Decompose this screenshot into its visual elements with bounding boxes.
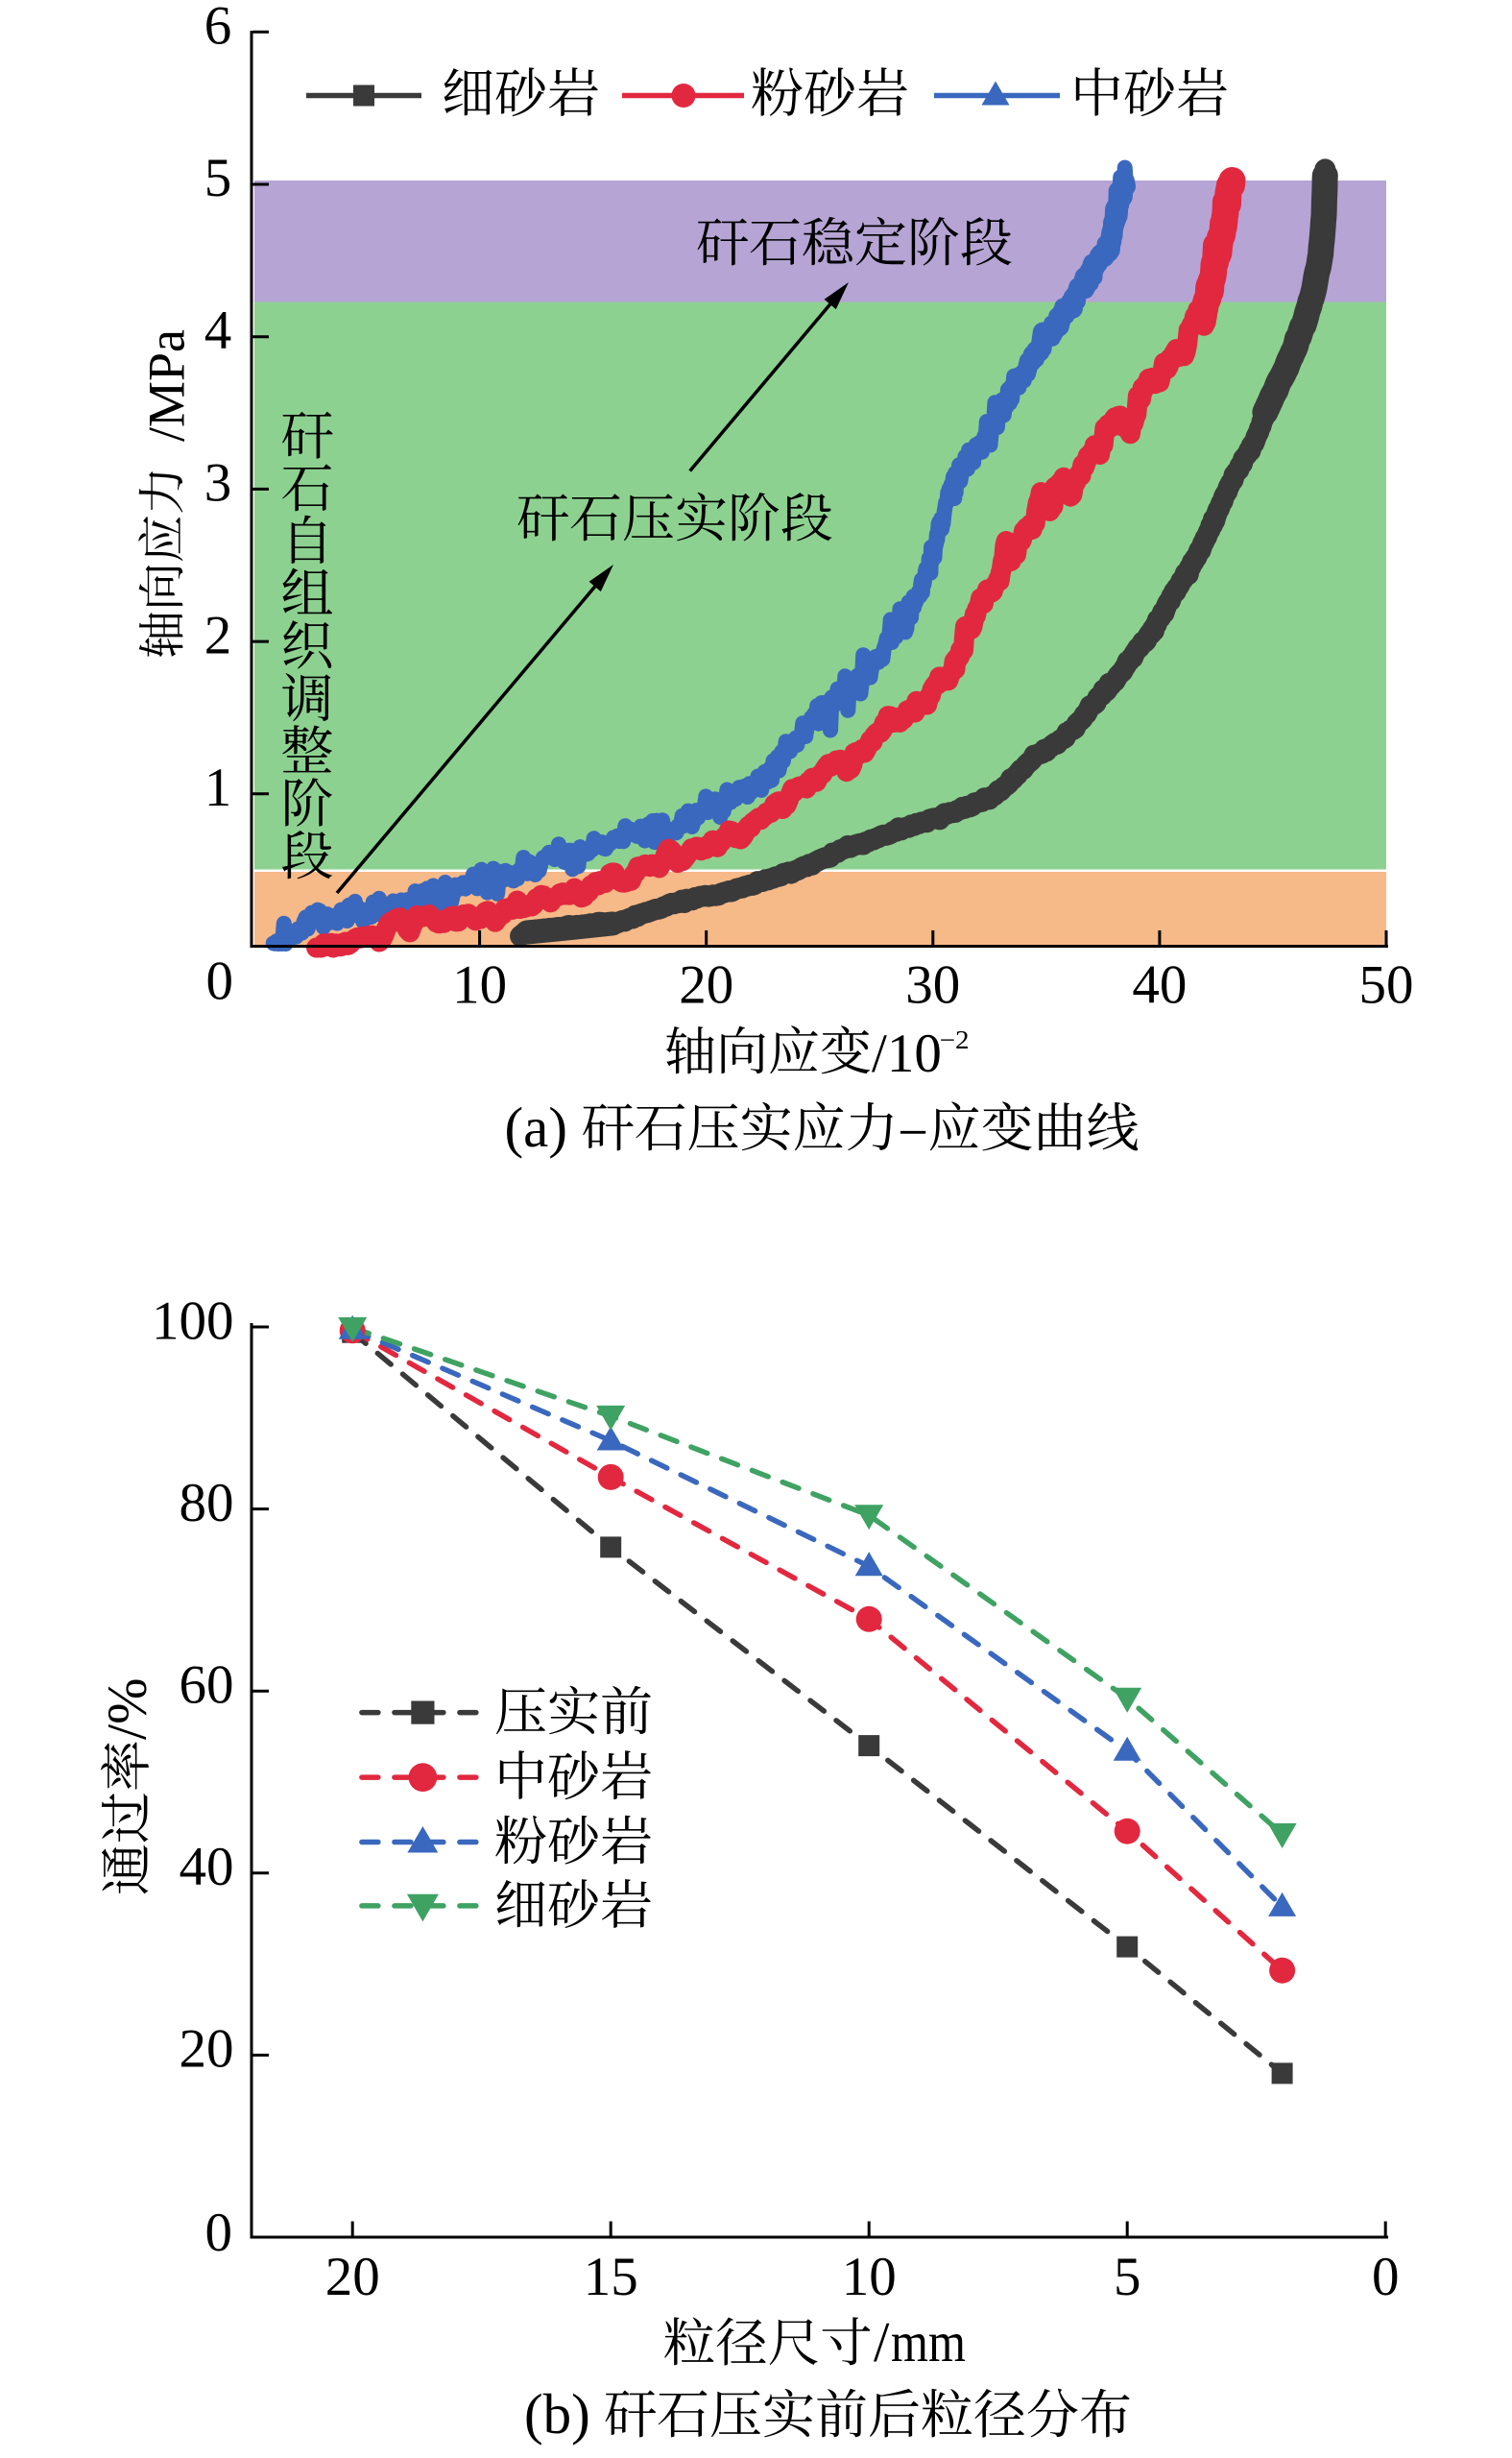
svg-text:6: 6	[204, 0, 232, 57]
svg-text:/: /	[874, 2310, 890, 2374]
svg-text:10: 10	[842, 2247, 897, 2307]
svg-text:/10: /10	[872, 1024, 942, 1084]
svg-text:100: 100	[152, 1290, 234, 1351]
svg-text:5: 5	[1114, 2247, 1141, 2307]
svg-text:40: 40	[180, 1837, 234, 1897]
svg-text:40: 40	[1132, 955, 1187, 1016]
svg-text:30: 30	[905, 955, 960, 1016]
svg-text:1: 1	[204, 758, 232, 818]
svg-text:10: 10	[452, 955, 507, 1016]
svg-text:(b): (b)	[524, 2382, 590, 2446]
svg-text:0: 0	[206, 952, 234, 1012]
svg-text:(a): (a)	[505, 1096, 567, 1159]
svg-text:0: 0	[1372, 2247, 1400, 2307]
svg-text:80: 80	[180, 1473, 234, 1533]
svg-text:15: 15	[584, 2247, 638, 2307]
svg-text:60: 60	[180, 1655, 234, 1716]
svg-text:/%: /%	[96, 1678, 158, 1740]
svg-text:20: 20	[325, 2247, 380, 2307]
svg-text:50: 50	[1359, 955, 1414, 1016]
svg-text:mm: mm	[891, 2310, 966, 2374]
svg-text:4: 4	[204, 301, 232, 361]
svg-text:20: 20	[180, 2019, 234, 2080]
svg-text:2: 2	[204, 605, 232, 665]
svg-text:20: 20	[679, 955, 733, 1016]
svg-text:3: 3	[204, 453, 232, 514]
svg-text:−2: −2	[940, 1025, 970, 1054]
svg-text:0: 0	[205, 2203, 233, 2263]
svg-text:/MPa: /MPa	[138, 329, 196, 442]
svg-text:5: 5	[204, 148, 232, 208]
